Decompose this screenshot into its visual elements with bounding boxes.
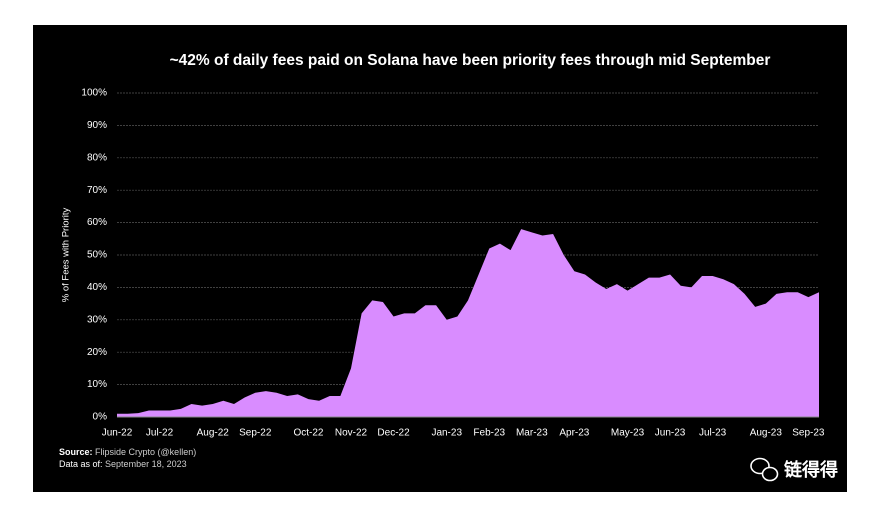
date-label: Data as of: <box>59 459 103 469</box>
x-tick-label: Aug-23 <box>750 428 783 439</box>
x-tick-label: Jun-23 <box>655 428 686 439</box>
y-tick-label: 100% <box>81 88 107 99</box>
watermark-icon <box>750 457 779 482</box>
x-tick-label: Mar-23 <box>516 428 548 439</box>
y-tick-label: 70% <box>87 185 107 196</box>
y-tick-label: 0% <box>93 412 108 423</box>
panel <box>33 25 847 492</box>
y-tick-label: 50% <box>87 250 107 261</box>
date-text: September 18, 2023 <box>105 459 187 469</box>
x-tick-label: Dec-22 <box>377 428 410 439</box>
x-tick-label: Nov-22 <box>335 428 368 439</box>
area <box>117 229 819 417</box>
y-tick-label: 20% <box>87 347 107 358</box>
y-tick-label: 60% <box>87 217 107 228</box>
data-date: Data as of: September 18, 2023 <box>59 459 187 469</box>
x-tick-label: Oct-22 <box>293 428 323 439</box>
chart-title: ~42% of daily fees paid on Solana have b… <box>170 52 771 69</box>
x-tick-label: Sep-22 <box>239 428 272 439</box>
y-tick-label: 40% <box>87 282 107 293</box>
x-tick-label: Sep-23 <box>792 428 825 439</box>
x-tick-label: Aug-22 <box>197 428 230 439</box>
x-tick-label: Jun-22 <box>102 428 133 439</box>
x-tick-label: Apr-23 <box>559 428 589 439</box>
y-tick-label: 30% <box>87 314 107 325</box>
x-tick-label: May-23 <box>611 428 645 439</box>
x-tick-label: Jul-22 <box>146 428 174 439</box>
x-tick-label: Jan-23 <box>431 428 462 439</box>
y-tick-label: 10% <box>87 379 107 390</box>
y-axis-label: % of Fees with Priority <box>61 208 72 303</box>
y-tick-label: 90% <box>87 120 107 131</box>
watermark: 链得得 <box>784 459 838 480</box>
x-tick-label: Feb-23 <box>473 428 505 439</box>
source-text: Flipside Crypto (@kellen) <box>95 447 196 457</box>
source: Source: Flipside Crypto (@kellen) <box>59 447 196 457</box>
x-tick-label: Jul-23 <box>699 428 727 439</box>
source-label: Source: <box>59 447 93 457</box>
y-tick-label: 80% <box>87 152 107 163</box>
